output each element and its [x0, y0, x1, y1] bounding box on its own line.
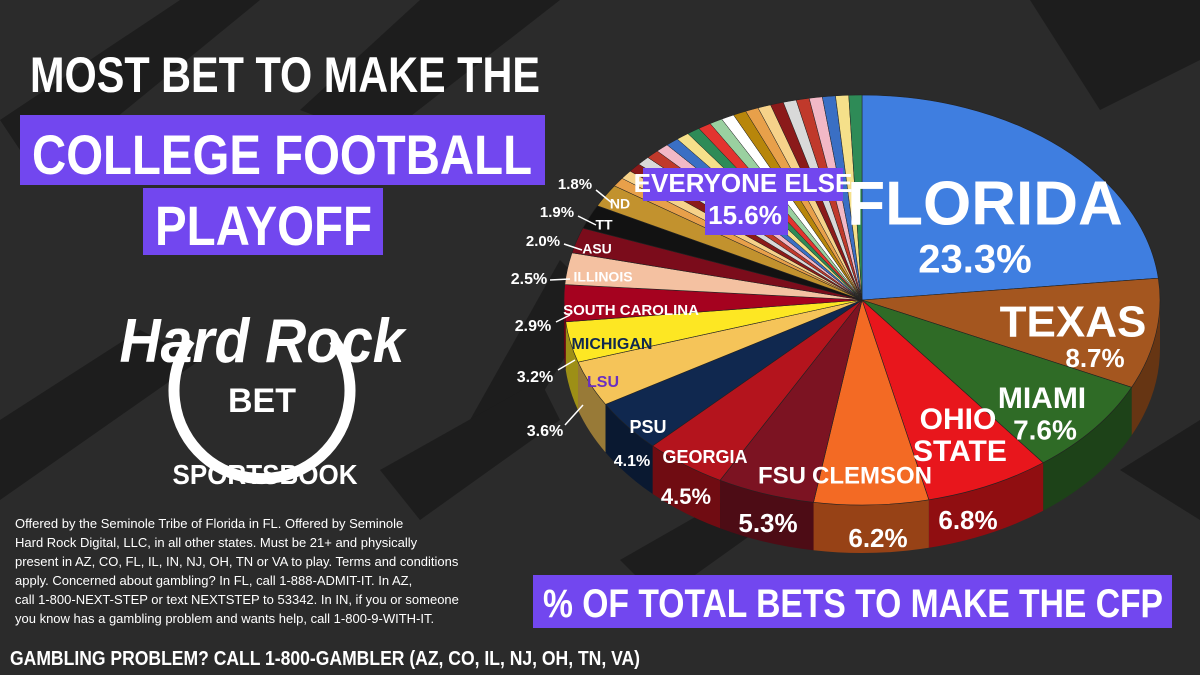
title-line: MOST BET TO MAKE THE — [30, 47, 540, 103]
leader-line — [577, 215, 597, 226]
pie-slice — [813, 298, 930, 553]
leader-line — [549, 278, 571, 281]
pie-slice — [861, 299, 1133, 511]
brand-product: BET — [228, 382, 296, 420]
disclaimer-line: apply. Concerned about gambling? In FL, … — [15, 573, 412, 588]
leader-line — [595, 189, 613, 204]
pie-slice — [861, 277, 1161, 436]
value-label: 2.9% — [515, 318, 551, 335]
leader-line — [563, 243, 583, 251]
value-label: 4.5% — [661, 484, 711, 509]
slice-name: MIAMI — [998, 382, 1086, 415]
slice-side — [1043, 387, 1132, 511]
disclaimer-line: call 1-800-NEXT-STEP or text NEXTSTEP to… — [15, 592, 459, 607]
disclaimer-line: present in AZ, CO, FL, IL, IN, NJ, OH, T… — [15, 554, 459, 569]
slice-name: OHIO STATE — [913, 404, 1007, 468]
slice-side — [1131, 300, 1160, 436]
slice-name: CLEMSON — [812, 462, 932, 489]
slice-side — [565, 321, 579, 411]
title-highlight — [20, 115, 545, 185]
slice-name: ND — [610, 196, 630, 212]
leader-line — [564, 404, 584, 426]
pie-slice — [861, 94, 1159, 301]
disclaimer-line: you know has a gambling problem and want… — [15, 611, 434, 626]
value-label: 1.8% — [558, 176, 592, 193]
slice-side — [720, 480, 814, 551]
value-label: 6.8% — [938, 505, 997, 535]
value-label: 6.2% — [848, 523, 907, 553]
title-line: COLLEGE FOOTBALL — [32, 123, 532, 186]
leader-line — [555, 314, 571, 323]
slice-name: ILLINOIS — [573, 269, 632, 285]
title-line: PLAYOFF — [155, 194, 372, 257]
value-label: 7.6% — [1013, 414, 1077, 445]
slice-name: TEXAS — [1000, 298, 1147, 347]
value-label: 3.2% — [517, 369, 553, 386]
slice-name: PSU — [629, 417, 666, 437]
value-label: 2.5% — [511, 271, 547, 288]
value-label: 23.3% — [918, 238, 1031, 282]
slice-name: FLORIDA — [847, 169, 1123, 238]
slice-name: ASU — [582, 241, 612, 257]
slice-side — [578, 362, 606, 453]
slice-name: MICHIGAN — [572, 336, 653, 353]
value-label: 1.9% — [540, 204, 574, 221]
slice-name: SOUTH CAROLINA — [563, 302, 699, 319]
disclaimer-line: Hard Rock Digital, LLC, in all other sta… — [15, 535, 418, 550]
slice-side — [652, 445, 721, 529]
value-label: 5.3% — [738, 508, 797, 538]
label-highlight — [643, 168, 843, 201]
slice-segment — [848, 94, 863, 301]
label-highlight — [705, 200, 788, 235]
slice-top — [813, 298, 930, 506]
slice-side — [928, 462, 1044, 548]
title-highlight — [143, 188, 383, 255]
slice-name: LSU — [587, 374, 619, 391]
helpline: GAMBLING PROBLEM? CALL 1-800-GAMBLER (AZ… — [10, 648, 640, 670]
slice-name: FSU — [758, 462, 806, 489]
slice-name: GEORGIA — [662, 447, 747, 467]
value-label: 8.7% — [1065, 343, 1124, 373]
value-label: 4.1% — [614, 453, 650, 470]
value-label: 3.6% — [527, 423, 563, 440]
pie-slice — [861, 299, 1044, 548]
subtitle: % OF TOTAL BETS TO MAKE THE CFP — [543, 582, 1163, 626]
disclaimer-line: Offered by the Seminole Tribe of Florida… — [15, 516, 403, 531]
logo-ring — [168, 336, 356, 485]
slice-top — [861, 277, 1161, 388]
subtitle-box — [533, 575, 1172, 628]
value-label: 15.6% — [708, 200, 782, 230]
brand-tagline: SPORTSBOOK — [173, 459, 358, 490]
leader-line — [557, 359, 576, 371]
disclaimer: Offered by the Seminole Tribe of Florida… — [15, 516, 459, 626]
slice-side — [813, 499, 929, 553]
value-label: 2.0% — [526, 233, 560, 250]
slice-top — [861, 299, 1044, 501]
slice-name: TT — [595, 217, 613, 233]
slice-side — [605, 404, 653, 494]
slice-name-box: OHIO STATE — [913, 404, 1007, 468]
slice-top — [861, 94, 1159, 301]
brand-name: Hard Rock — [120, 307, 408, 376]
slice-name: EVERYONE ELSE — [634, 168, 853, 198]
slice-top — [861, 299, 1133, 464]
